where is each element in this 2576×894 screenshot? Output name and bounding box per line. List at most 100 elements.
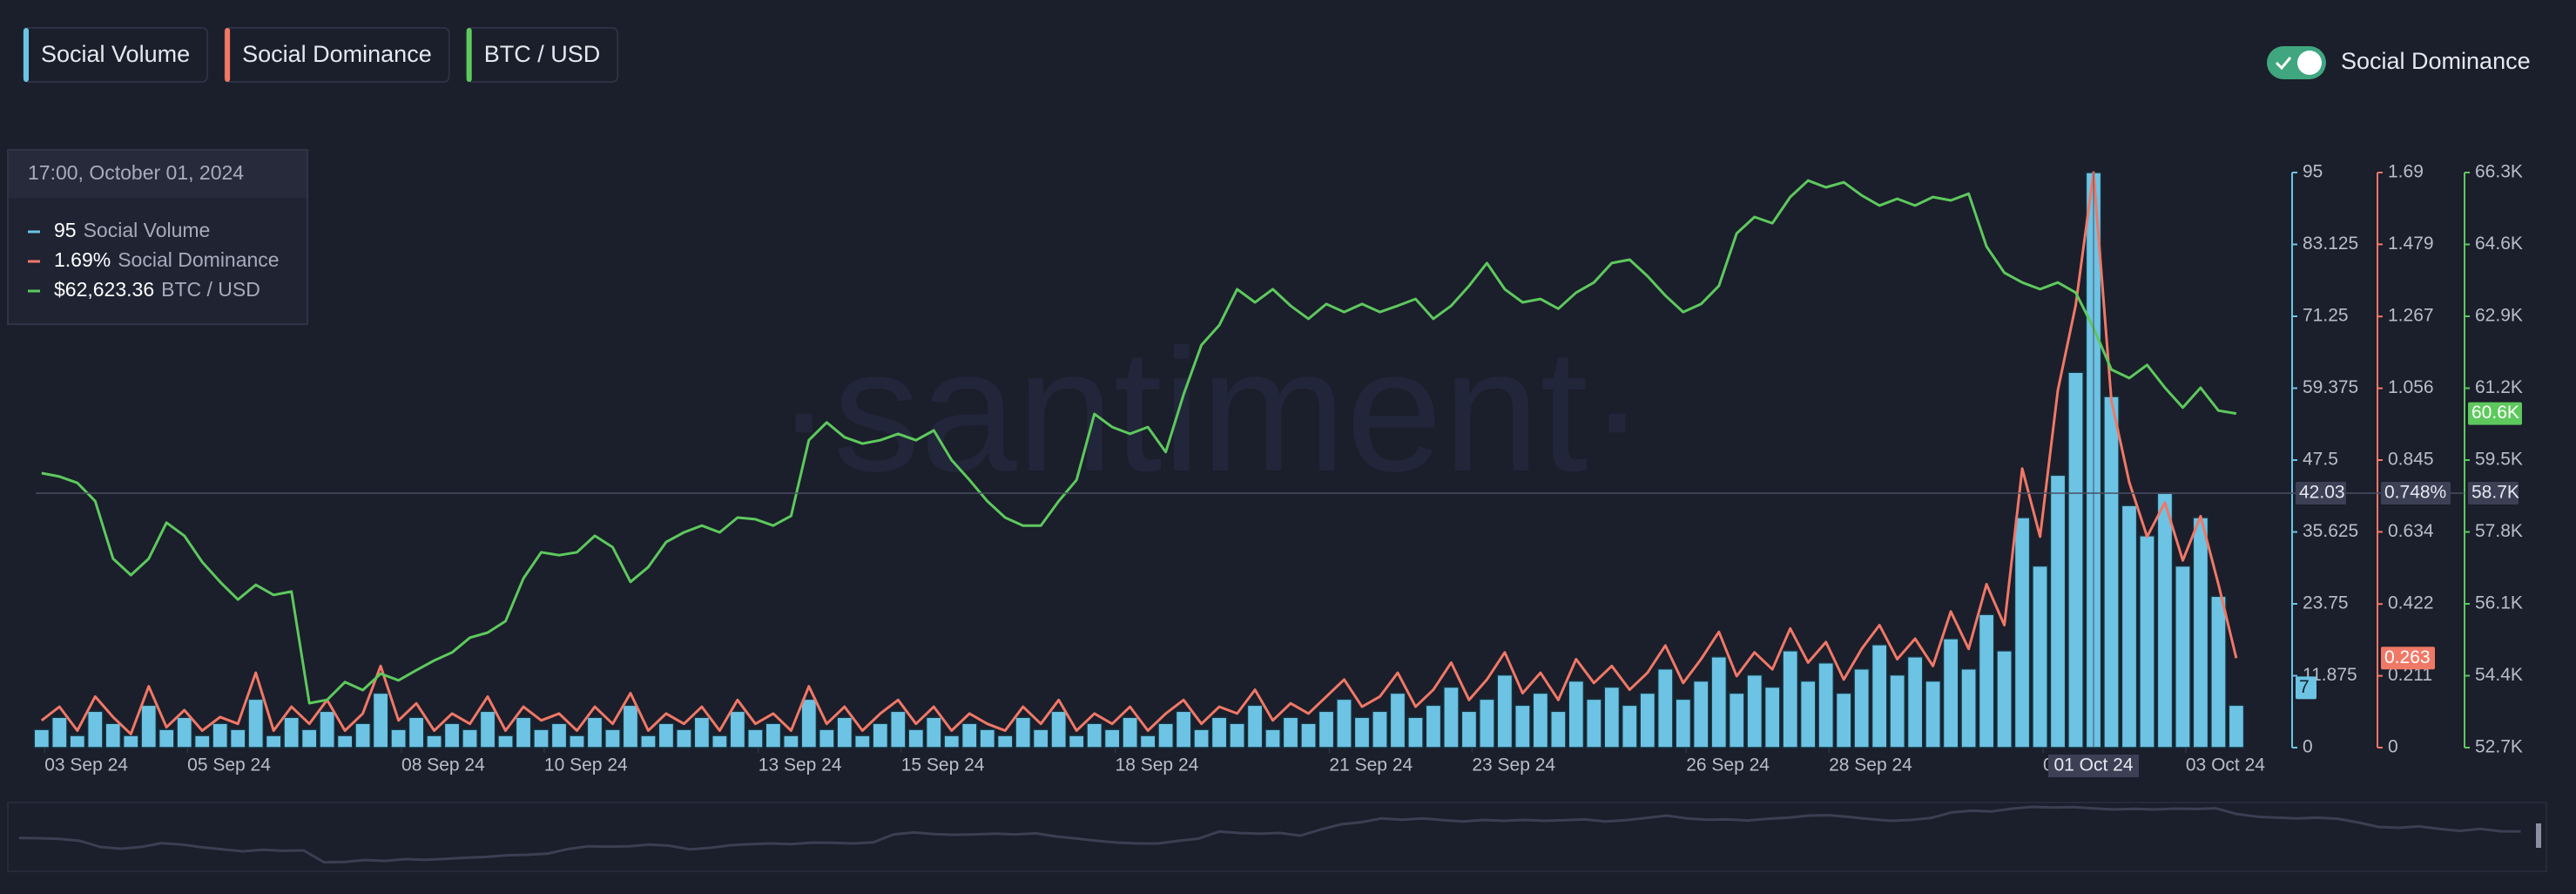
axis-badge — [2296, 482, 2346, 505]
x-tick-label: 18 Sep 24 — [1116, 755, 1199, 775]
tooltip-title: 17:00, October 01, 2024 — [28, 161, 244, 184]
legend-swatch — [225, 28, 231, 82]
bar — [1389, 692, 1406, 748]
bar — [33, 728, 51, 748]
bar — [479, 710, 496, 748]
legend-item[interactable]: Social Dominance — [224, 27, 450, 83]
bar — [51, 716, 68, 748]
axis-badge — [2296, 676, 2316, 700]
bar — [229, 728, 246, 748]
y-tick-label: 0.211 — [2388, 665, 2432, 685]
bar — [462, 728, 478, 748]
legend-label[interactable]: BTC / USD — [484, 41, 601, 67]
x-tick-label: 23 Sep 24 — [1472, 755, 1555, 775]
bar — [1175, 710, 1192, 748]
y-tick-label: 95 — [2303, 162, 2323, 182]
bar — [2156, 492, 2174, 748]
axis-badge — [2381, 482, 2451, 505]
bar — [105, 722, 122, 748]
bar — [1050, 710, 1068, 748]
bar — [2210, 595, 2227, 748]
legend-label[interactable]: Social Volume — [41, 41, 190, 67]
x-tick-label: 26 Sep 24 — [1686, 755, 1770, 775]
bar — [1015, 716, 1032, 748]
bar — [2175, 565, 2191, 748]
tooltip-header — [9, 151, 307, 198]
tooltip-value: 95 — [54, 219, 77, 241]
bar — [711, 735, 728, 748]
y-tick-label: 1.056 — [2388, 377, 2434, 397]
bar — [497, 735, 514, 748]
bar — [1210, 716, 1228, 748]
legend-item[interactable]: Social Volume — [23, 27, 209, 83]
y-tick-label: 59.375 — [2303, 377, 2358, 397]
bar — [2103, 396, 2120, 748]
bar — [86, 710, 104, 748]
bar — [1692, 680, 1709, 748]
y-tick-label: 0.845 — [2388, 450, 2434, 470]
bar — [1996, 650, 2013, 748]
bar — [1710, 656, 1728, 748]
toggle-label[interactable]: Social Dominance — [2341, 48, 2531, 74]
bar — [283, 716, 300, 748]
bar — [640, 735, 657, 748]
bar — [1300, 722, 1317, 748]
legend-item[interactable]: BTC / USD — [465, 27, 619, 83]
bar — [979, 728, 996, 748]
x-tick-label: 03 Oct 24 — [2186, 755, 2265, 775]
bar — [1122, 716, 1138, 748]
bar — [1407, 716, 1424, 748]
bar — [1229, 722, 1245, 748]
navigator — [18, 805, 2541, 864]
y-tick-label: 0 — [2303, 737, 2313, 757]
bar — [69, 735, 86, 748]
bar — [1479, 698, 1495, 748]
toggle[interactable]: Social Dominance — [2267, 46, 2531, 79]
bar — [907, 728, 925, 748]
y-tick-label: 47.5 — [2303, 450, 2338, 470]
bar — [1799, 680, 1817, 748]
y-tick-label: 23.75 — [2303, 593, 2349, 613]
navigator-handle[interactable] — [2536, 823, 2541, 848]
bar — [2067, 371, 2084, 748]
tooltip: 17:00, October 01, 2024 — [7, 149, 308, 325]
bar — [390, 728, 407, 748]
bar — [443, 722, 461, 748]
toggle-knob[interactable] — [2297, 51, 2322, 75]
y-tick-label: 56.1K — [2475, 593, 2523, 613]
bar — [1425, 704, 1442, 748]
bar — [657, 722, 675, 748]
bar — [1782, 650, 1799, 748]
bar — [818, 728, 835, 748]
bar — [586, 716, 604, 748]
plot-area: 011.87523.7535.62547.559.37571.2583.1259… — [33, 162, 2523, 777]
bar — [533, 728, 550, 748]
bar — [372, 692, 389, 748]
bar — [622, 704, 639, 748]
bar — [1514, 704, 1531, 748]
y-tick-label: 62.9K — [2475, 306, 2523, 326]
bar — [925, 716, 942, 748]
axis-badge-label: 42.03 — [2299, 483, 2345, 503]
tooltip-series: BTC / USD — [161, 278, 260, 301]
bar — [426, 735, 442, 748]
legend-label[interactable]: Social Dominance — [242, 41, 432, 67]
bar — [1639, 692, 1656, 748]
bar — [354, 722, 371, 748]
y-tick-label: 52.7K — [2475, 737, 2523, 757]
bar — [1585, 698, 1602, 748]
bar — [1282, 716, 1299, 748]
bar — [1817, 661, 1835, 748]
bar — [2013, 517, 2031, 748]
bar — [729, 710, 746, 748]
y-tick-label: 1.69 — [2388, 162, 2424, 182]
bar — [889, 710, 907, 748]
x-crosshair-label: 01 Oct 24 — [2053, 755, 2133, 775]
legend-swatch — [466, 28, 472, 82]
bar — [1532, 692, 1549, 748]
bar — [158, 728, 175, 748]
bar — [1942, 638, 1959, 748]
bar — [1193, 728, 1210, 748]
bar — [1139, 735, 1157, 748]
bar — [2228, 704, 2245, 748]
